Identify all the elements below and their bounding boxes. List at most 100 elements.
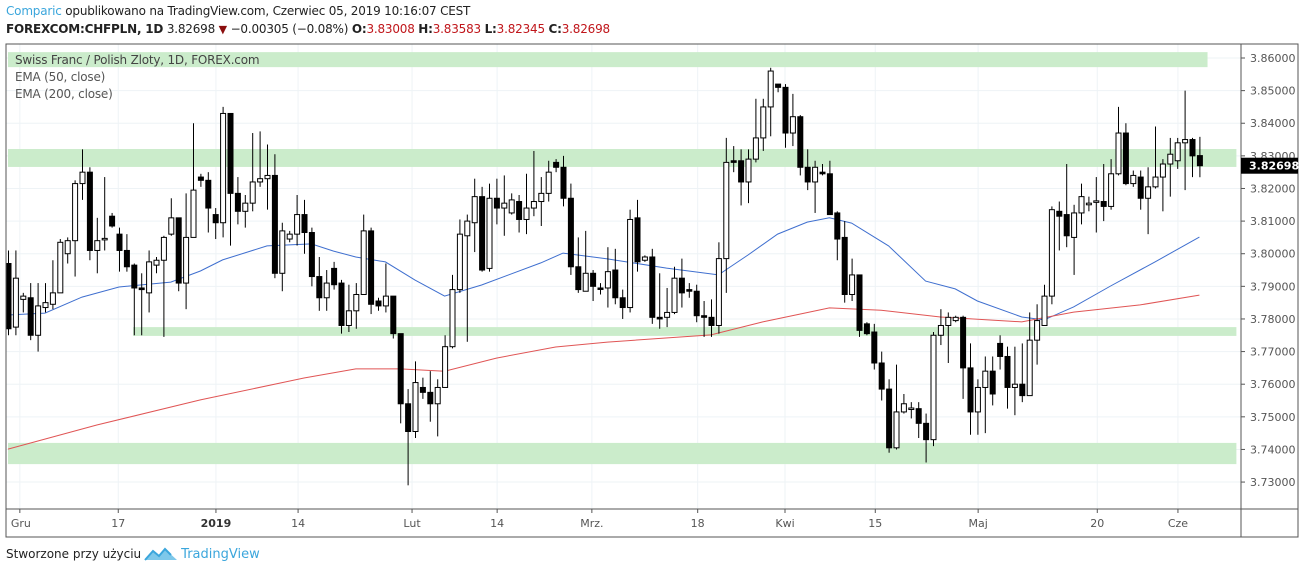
candle-down <box>212 208 219 240</box>
candle-body <box>1048 209 1055 297</box>
candle-up <box>582 230 589 292</box>
candle-body <box>257 178 264 183</box>
candle-down <box>175 217 182 292</box>
candle-body <box>745 158 752 183</box>
candle-up <box>434 379 441 437</box>
candle-body <box>123 249 130 268</box>
candle-up <box>345 284 352 333</box>
candle-body <box>878 362 885 390</box>
candle-up <box>523 173 530 235</box>
candle-body <box>1167 153 1174 165</box>
price-tick-label: 3.77000 <box>1250 346 1296 359</box>
candle-down <box>1196 136 1203 178</box>
publish-text: opublikowano na TradingView.com, Czerwie… <box>65 4 471 18</box>
candle-up <box>1078 183 1085 225</box>
candle-body <box>560 166 567 199</box>
candle-body <box>116 233 123 251</box>
candle-body <box>345 310 352 326</box>
candle-down <box>227 112 234 246</box>
candle-body <box>35 305 42 336</box>
candle-down <box>678 258 685 308</box>
candle-down <box>368 227 375 315</box>
candle-body <box>249 181 256 204</box>
candle-body <box>375 300 382 307</box>
candle-up <box>538 177 545 226</box>
time-tick-label: 14 <box>291 517 305 530</box>
candle-body <box>516 201 523 220</box>
candle-down <box>1100 164 1107 222</box>
last-price-marker <box>1241 157 1298 174</box>
candle-down <box>419 377 426 399</box>
open-label: O: <box>351 22 367 36</box>
candle-body <box>493 197 500 209</box>
candle-down <box>308 227 315 287</box>
candle-body <box>937 324 944 336</box>
candle-body <box>656 316 663 320</box>
candle-body <box>508 199 515 214</box>
footer-text: Stworzone przy użyciu <box>6 547 142 561</box>
candle-body <box>175 217 182 284</box>
tradingview-link[interactable]: TradingView <box>181 546 260 562</box>
candle-body <box>286 233 293 240</box>
price-zone <box>8 52 1208 68</box>
candle-body <box>301 214 308 234</box>
candle-down <box>871 323 878 370</box>
candle-down <box>997 335 1004 370</box>
candle-up <box>900 393 907 414</box>
price-tick-label: 3.80000 <box>1250 248 1296 261</box>
candle-down <box>109 212 116 228</box>
candle-up <box>190 123 197 238</box>
time-tick-label: 20 <box>1090 517 1104 530</box>
candle-body <box>234 192 241 212</box>
candle-up <box>1159 159 1166 212</box>
candle-up <box>1167 137 1174 197</box>
candle-body <box>841 236 848 295</box>
candle-up <box>220 106 227 238</box>
candle-up <box>20 292 27 313</box>
candle-up <box>545 160 552 202</box>
candle-body <box>715 258 722 326</box>
legend-ema200[interactable]: EMA (200, close) <box>15 87 113 101</box>
candle-body <box>797 116 804 168</box>
candle-body <box>464 220 471 237</box>
candle-body <box>553 161 560 168</box>
triangle-down-icon: ▼ <box>218 23 227 36</box>
candle-down <box>775 83 782 93</box>
candle-body <box>619 297 626 309</box>
legend-ema50[interactable]: EMA (50, close) <box>15 70 106 84</box>
time-tick-label: 18 <box>691 517 705 530</box>
candle-body <box>871 331 878 364</box>
candle-up <box>64 237 71 264</box>
candle-up <box>1034 304 1041 365</box>
low-label: L: <box>484 22 497 36</box>
candle-body <box>220 112 227 224</box>
author-link[interactable]: Comparic <box>6 4 62 18</box>
candle-up <box>471 178 478 253</box>
candle-body <box>197 176 204 181</box>
candle-body <box>1122 132 1129 185</box>
time-tick-label: 2019 <box>201 517 232 530</box>
candle-body <box>775 83 782 88</box>
candle-body <box>331 267 338 286</box>
candle-body <box>641 256 648 261</box>
candle-up <box>641 255 648 262</box>
candle-down <box>567 183 574 275</box>
candle-up <box>671 266 678 315</box>
candle-body <box>434 386 441 405</box>
candle-down <box>1019 343 1026 403</box>
candle-body <box>1093 200 1100 203</box>
candle-body <box>1100 201 1107 207</box>
chart-frame <box>5 43 1299 538</box>
candle-body <box>338 282 345 326</box>
candle-body <box>530 201 537 209</box>
candle-body <box>264 174 271 180</box>
candle-body <box>789 116 796 134</box>
candle-body <box>405 403 412 432</box>
price-tick-label: 3.78000 <box>1250 313 1296 326</box>
candle-body <box>567 197 574 268</box>
time-tick-label: 14 <box>490 517 504 530</box>
candle-down <box>397 333 404 424</box>
candle-down <box>967 343 974 435</box>
candle-down <box>5 250 12 336</box>
